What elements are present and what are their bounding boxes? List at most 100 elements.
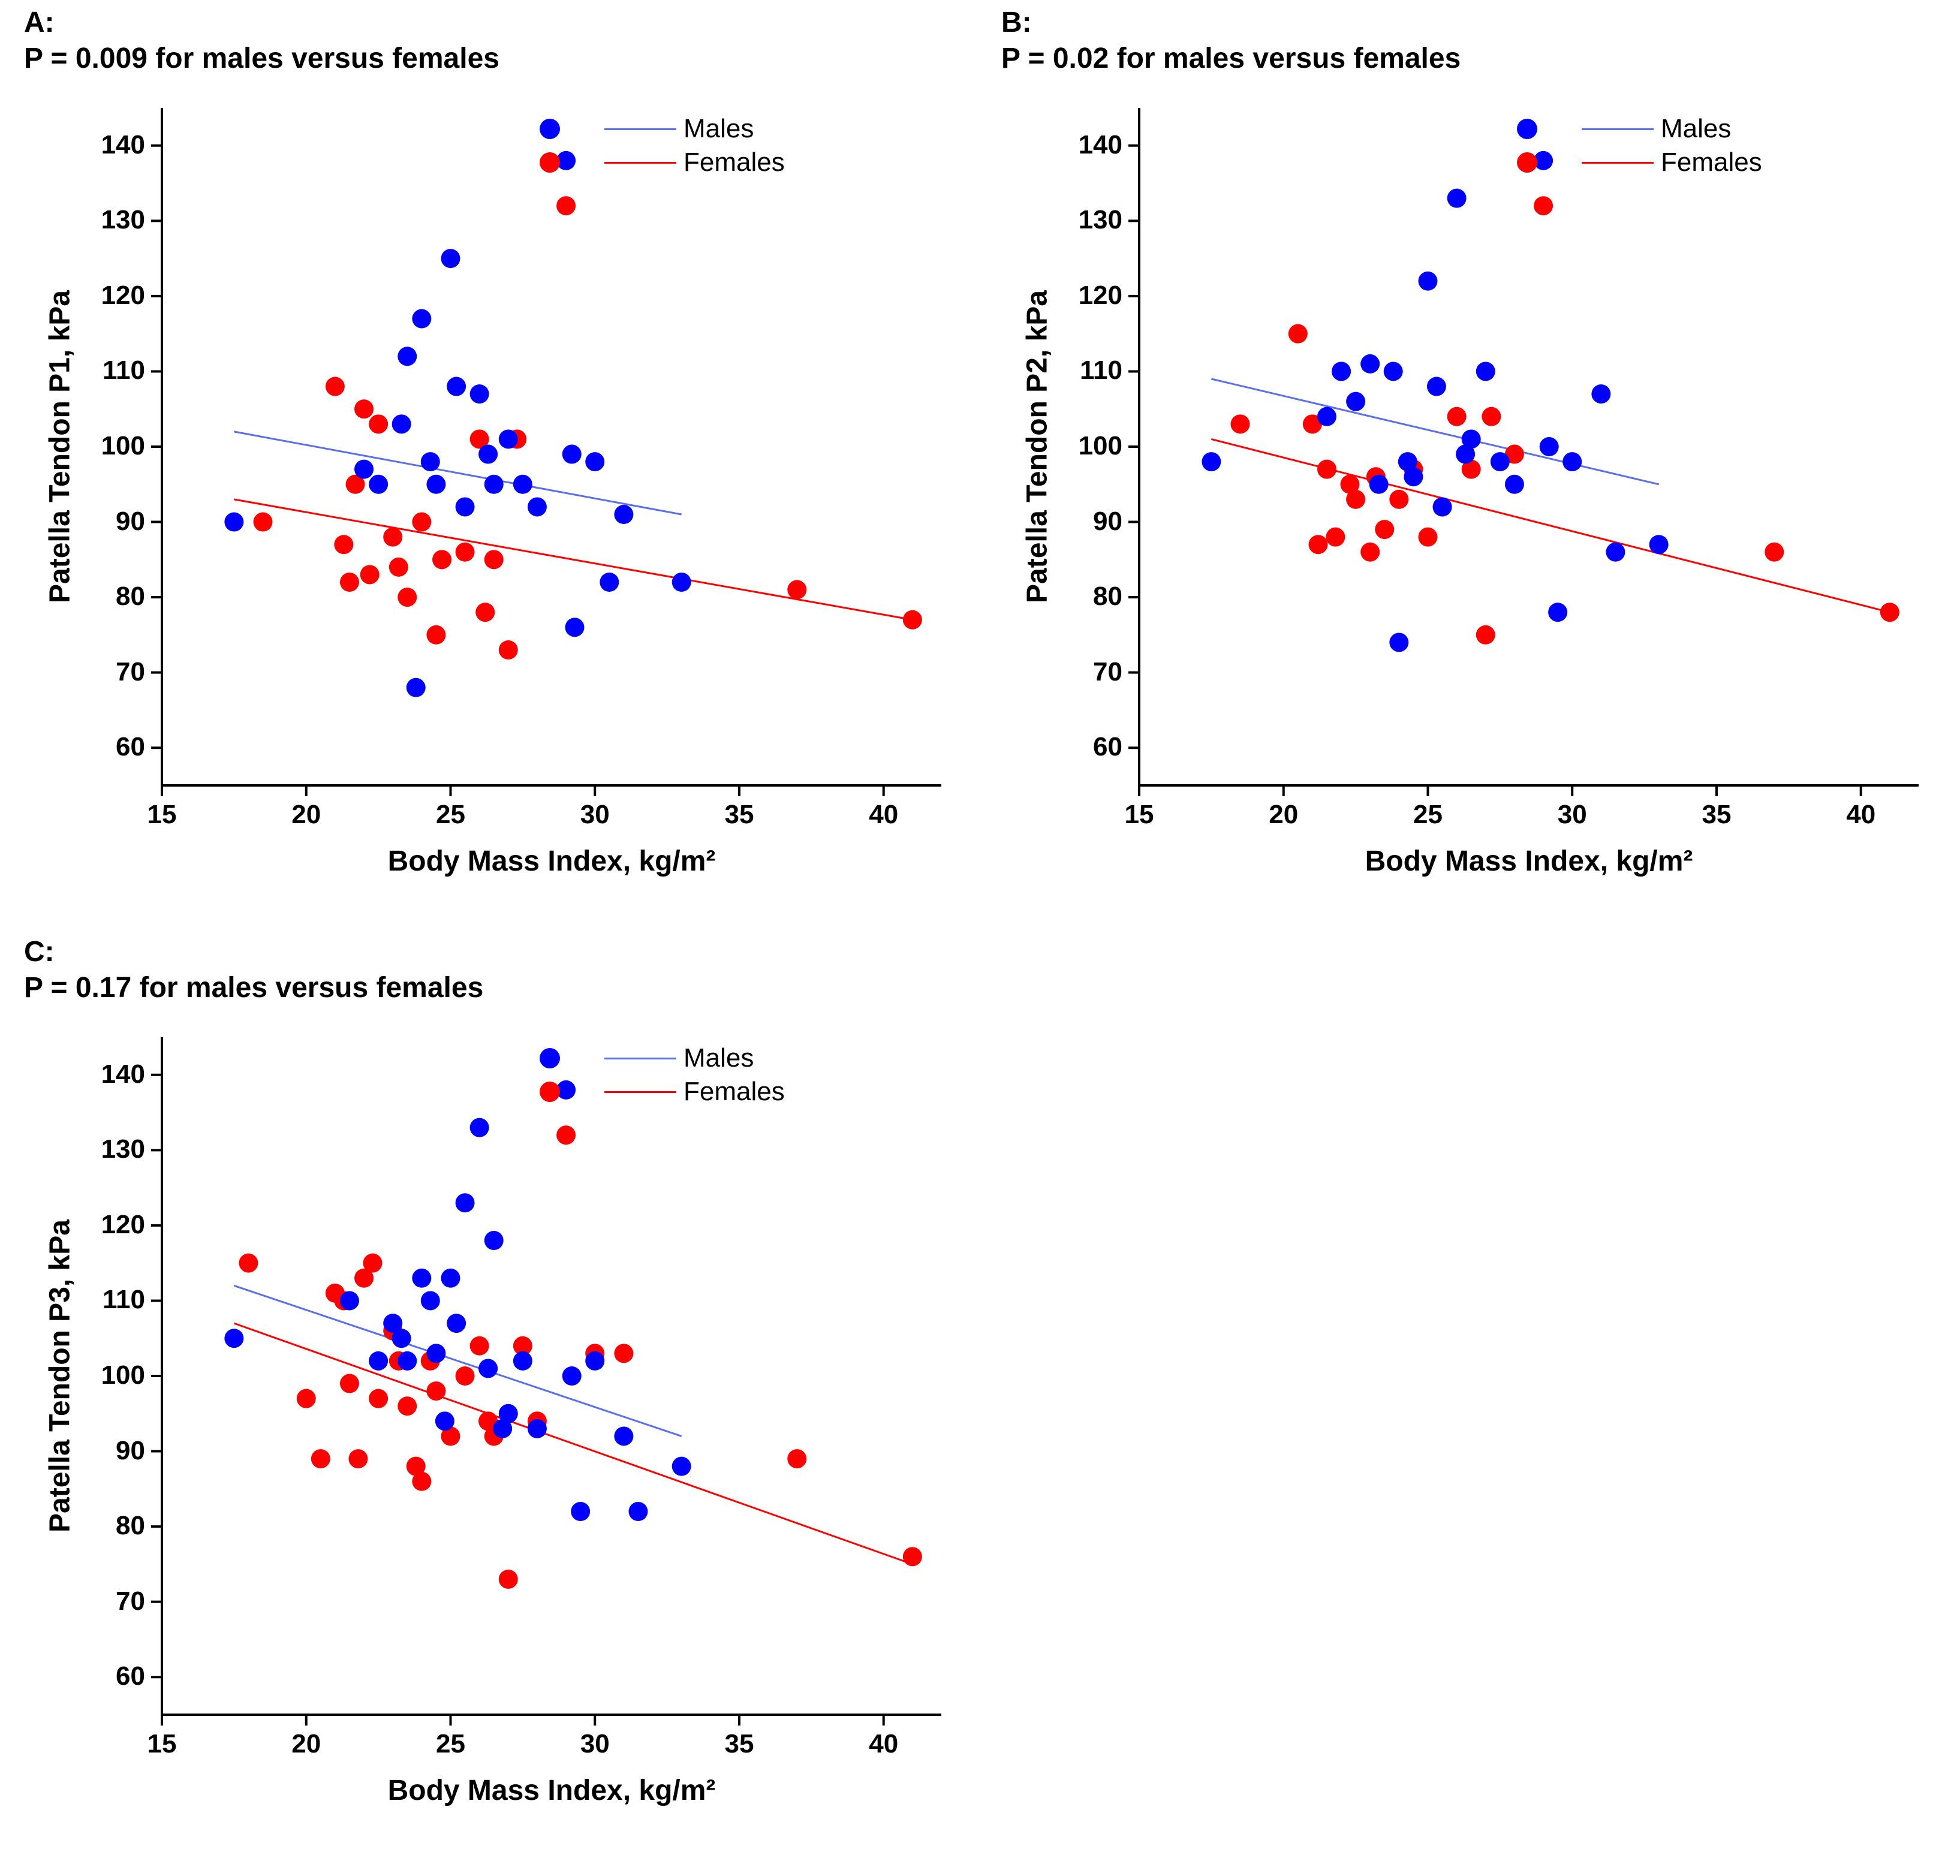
- legend-line-male-icon: [604, 1058, 676, 1059]
- data-point-female: [1360, 543, 1380, 562]
- panel-B-ylabel: Patella Tendon P2, kPa: [1021, 108, 1054, 785]
- x-tick-label: 15: [138, 800, 186, 830]
- legend-dot-female-icon: [540, 152, 560, 173]
- data-point-male: [1433, 497, 1452, 516]
- data-point-female: [903, 610, 922, 630]
- data-point-female: [1482, 407, 1501, 426]
- x-tick-label: 40: [860, 800, 908, 830]
- legend-dot-male-icon: [540, 119, 560, 139]
- data-point-female: [1375, 520, 1394, 539]
- panel-B-letter: B:: [1001, 6, 1032, 39]
- data-point-male: [354, 460, 374, 479]
- data-point-female: [239, 1254, 258, 1273]
- panel-C-xlabel: Body Mass Index, kg/m²: [162, 1774, 941, 1807]
- y-tick-label: 70: [85, 1586, 145, 1616]
- data-point-female: [348, 1449, 368, 1468]
- panel-C: C: P = 0.17 for males versus females Pat…: [18, 935, 977, 1859]
- legend-row: Females: [540, 147, 785, 177]
- data-point-female: [326, 377, 345, 396]
- data-point-male: [398, 1351, 417, 1371]
- legend-label: Females: [684, 1077, 785, 1107]
- data-point-male: [1606, 543, 1625, 562]
- data-point-female: [354, 399, 374, 418]
- data-point-female: [398, 588, 417, 607]
- legend-label: Males: [1661, 114, 1731, 144]
- y-tick-label: 110: [85, 1285, 145, 1315]
- data-point-male: [470, 384, 489, 403]
- data-point-male: [1591, 384, 1610, 403]
- data-point-male: [484, 475, 504, 494]
- data-point-female: [369, 1389, 388, 1408]
- data-point-female: [398, 1396, 417, 1416]
- data-point-female: [360, 565, 380, 584]
- data-point-female: [1288, 324, 1308, 344]
- data-point-female: [556, 196, 576, 215]
- y-tick-label: 80: [1062, 582, 1122, 612]
- x-tick-label: 30: [571, 800, 619, 830]
- panel-C-ylabel: Patella Tendon P3, kPa: [44, 1037, 77, 1715]
- data-point-female: [334, 535, 353, 554]
- data-point-female: [787, 580, 806, 600]
- panel-B-plot: 15202530354060708090100110120130140Males…: [1139, 108, 1919, 785]
- x-tick-label: 35: [1693, 800, 1741, 830]
- data-point-female: [369, 414, 388, 433]
- data-point-male: [585, 452, 604, 471]
- data-point-male: [447, 377, 466, 396]
- data-point-male: [499, 1404, 518, 1423]
- data-point-male: [1505, 475, 1524, 494]
- data-point-female: [412, 513, 431, 532]
- data-point-male: [1562, 452, 1582, 471]
- data-point-male: [1649, 535, 1669, 554]
- x-tick-label: 35: [715, 1729, 763, 1759]
- y-tick-label: 110: [1062, 356, 1122, 386]
- legend-dot-male-icon: [540, 1048, 560, 1068]
- data-point-male: [421, 452, 440, 471]
- panel-B-subtitle: P = 0.02 for males versus females: [1001, 42, 1461, 75]
- data-point-female: [1231, 414, 1250, 433]
- legend-line-female-icon: [1582, 162, 1654, 164]
- data-point-male: [412, 1269, 431, 1288]
- panel-A-xlabel: Body Mass Index, kg/m²: [162, 845, 941, 878]
- x-tick-label: 30: [1548, 800, 1596, 830]
- data-point-male: [1418, 272, 1437, 291]
- panel-A-ylabel: Patella Tendon P1, kPa: [44, 108, 77, 785]
- legend-label: Males: [684, 1043, 754, 1073]
- data-point-female: [456, 543, 475, 562]
- data-point-male: [1462, 429, 1481, 448]
- data-point-female: [389, 558, 408, 577]
- data-point-male: [513, 475, 532, 494]
- data-point-male: [1447, 189, 1467, 208]
- data-point-female: [426, 1381, 445, 1401]
- data-point-male: [426, 475, 445, 494]
- data-point-male: [478, 1359, 498, 1378]
- data-point-male: [628, 1502, 648, 1521]
- data-point-female: [1317, 460, 1336, 479]
- data-point-male: [435, 1411, 454, 1431]
- data-point-male: [1404, 467, 1423, 486]
- data-point-female: [1326, 528, 1345, 547]
- legend-dot-female-icon: [1517, 152, 1537, 173]
- y-tick-label: 90: [1062, 507, 1122, 537]
- y-tick-label: 130: [85, 205, 145, 235]
- legend-row: Males: [540, 114, 785, 144]
- data-point-male: [562, 445, 582, 464]
- data-point-male: [571, 1502, 590, 1521]
- x-tick-label: 30: [571, 1729, 619, 1759]
- panel-A-letter: A:: [24, 6, 55, 39]
- panel-B: B: P = 0.02 for males versus females Pat…: [995, 6, 1955, 917]
- data-point-female: [383, 528, 402, 547]
- x-tick-label: 35: [715, 800, 763, 830]
- x-tick-label: 15: [1115, 800, 1163, 830]
- data-point-male: [499, 429, 518, 448]
- panel-C-plot: 15202530354060708090100110120130140Males…: [162, 1037, 941, 1715]
- data-point-male: [456, 497, 475, 516]
- x-tick-label: 25: [426, 800, 474, 830]
- data-point-male: [1548, 603, 1567, 622]
- data-point-male: [441, 249, 460, 268]
- data-point-male: [224, 1329, 243, 1348]
- data-point-female: [499, 640, 518, 660]
- legend-row: Females: [540, 1077, 785, 1107]
- data-point-female: [340, 1374, 359, 1393]
- panel-C-letter: C:: [24, 935, 55, 968]
- legend-label: Females: [684, 147, 785, 177]
